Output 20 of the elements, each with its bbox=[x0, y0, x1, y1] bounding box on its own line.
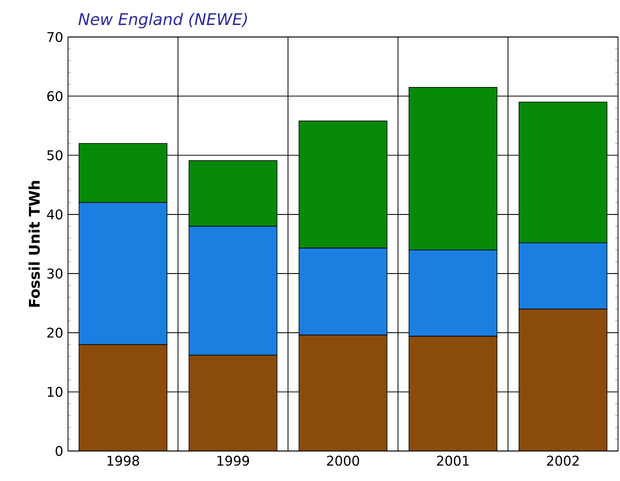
x-tick-label: 1998 bbox=[108, 456, 140, 466]
bar bbox=[408, 336, 498, 451]
x-tick-label: 2001 bbox=[437, 456, 469, 466]
bar bbox=[188, 354, 278, 451]
y-tick-label: 50 bbox=[47, 150, 62, 160]
chart-title: New England (NEWE) bbox=[78, 12, 247, 28]
x-tick-label: 2002 bbox=[547, 456, 579, 466]
bar bbox=[298, 334, 388, 451]
y-tick-label: 20 bbox=[47, 328, 62, 338]
bar bbox=[78, 344, 168, 451]
y-tick-label: 0 bbox=[56, 446, 62, 456]
y-tick-label: 70 bbox=[47, 32, 62, 42]
x-tick-label: 1999 bbox=[218, 456, 250, 466]
x-tick-label: 2000 bbox=[327, 456, 360, 466]
y-tick-label: 10 bbox=[48, 386, 62, 397]
y-tick-label: 40 bbox=[46, 209, 62, 220]
y-axis-title: Fossil Unit TWh bbox=[28, 181, 40, 307]
y-tick-label: 30 bbox=[47, 268, 62, 279]
y-tick-label: 60 bbox=[47, 91, 62, 102]
bar bbox=[518, 308, 608, 451]
